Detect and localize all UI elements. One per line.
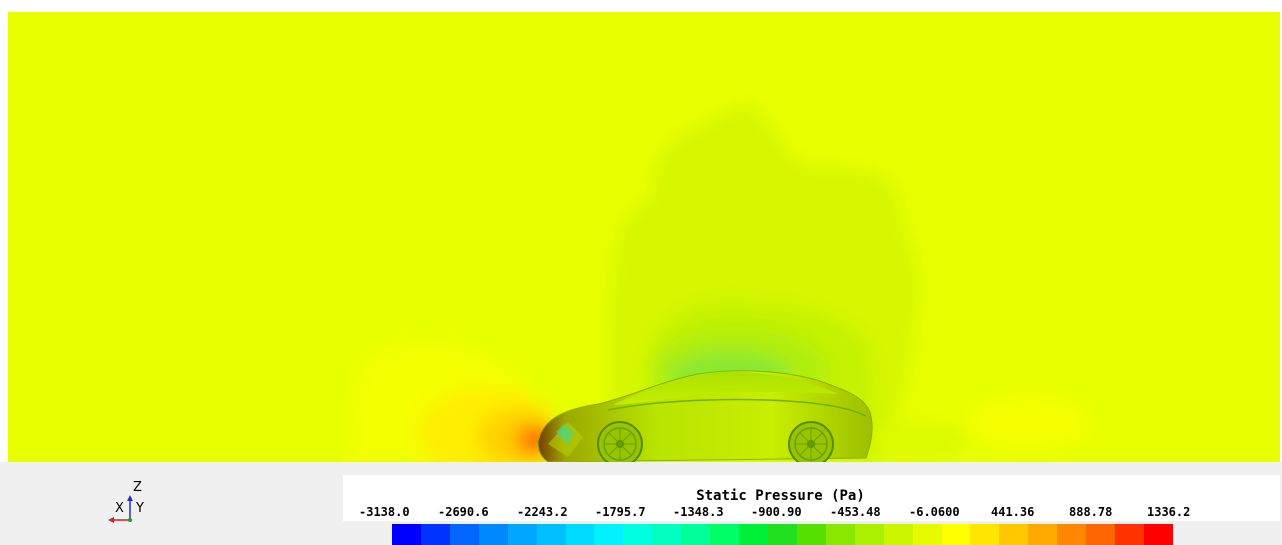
rear-wake-region: [868, 397, 1088, 462]
tick-label: -6.0600: [909, 505, 960, 519]
colorbar-gradient: [392, 524, 1173, 545]
colorbar-cell: [449, 524, 479, 545]
legend-tick-labels: -3138.0 -2690.6 -2243.2 -1795.7 -1348.3 …: [357, 505, 1217, 521]
tick-label: -2243.2: [517, 505, 568, 519]
stagnation-zone: [348, 342, 558, 462]
tick-label: -900.90: [751, 505, 802, 519]
colorbar-cell: [941, 524, 971, 545]
colorbar-cell: [392, 524, 421, 545]
colorbar-cell: [767, 524, 797, 545]
pressure-field-plot: [8, 12, 1280, 462]
colorbar-cell: [710, 524, 740, 545]
tick-label: -1795.7: [595, 505, 646, 519]
colorbar-cell: [970, 524, 1000, 545]
y-axis-label: Y: [136, 501, 144, 516]
x-axis-label: X: [115, 501, 124, 516]
vehicle-surface: [537, 370, 873, 462]
colorbar-cell: [1028, 524, 1058, 545]
colorbar-cell: [999, 524, 1029, 545]
tick-label: -2690.6: [438, 505, 489, 519]
legend-title: Static Pressure (Pa): [696, 488, 865, 504]
colorbar-cell: [796, 524, 826, 545]
colorbar-cell: [594, 524, 624, 545]
colorbar-cell: [1057, 524, 1087, 545]
colorbar-cell: [912, 524, 942, 545]
colorbar-cell: [854, 524, 884, 545]
front-wheel: [597, 421, 643, 462]
colorbar-cell: [739, 524, 768, 545]
colorbar-cell: [1143, 524, 1173, 545]
tick-label: 441.36: [991, 505, 1035, 519]
axis-arrows-icon: [108, 495, 133, 523]
colorbar-cell: [681, 524, 711, 545]
contour-viewport[interactable]: [8, 12, 1280, 462]
tick-label: 1336.2: [1147, 505, 1191, 519]
colorbar-legend: Static Pressure (Pa) -3138.0 -2690.6 -22…: [343, 475, 1280, 521]
colorbar-cell: [1086, 524, 1116, 545]
tick-label: 888.78: [1069, 505, 1113, 519]
colorbar-cell: [652, 524, 682, 545]
colorbar-cell: [507, 524, 537, 545]
rear-wheel: [788, 421, 834, 462]
colorbar-cell: [536, 524, 566, 545]
tick-label: -3138.0: [359, 505, 410, 519]
colorbar-cell: [623, 524, 653, 545]
colorbar-cell: [1115, 524, 1144, 545]
z-axis-label: Z: [133, 480, 142, 495]
colorbar-cell: [825, 524, 855, 545]
colorbar-cell: [565, 524, 595, 545]
colorbar-cell: [883, 524, 913, 545]
colorbar-cell: [420, 524, 450, 545]
tick-label: -453.48: [830, 505, 881, 519]
colorbar-cell: [478, 524, 508, 545]
tick-label: -1348.3: [673, 505, 724, 519]
